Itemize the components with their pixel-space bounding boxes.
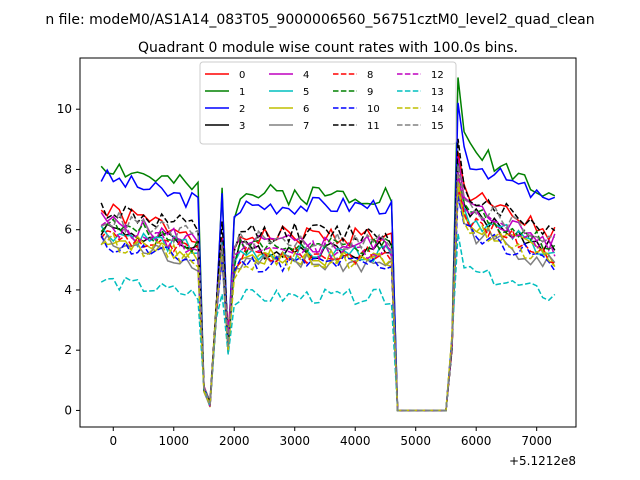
y-tick-label: 8 [64, 162, 72, 176]
x-tick-label: 0 [109, 434, 117, 448]
y-tick-label: 6 [64, 223, 72, 237]
x-tick-label: 7000 [521, 434, 552, 448]
legend-label-6: 6 [303, 104, 309, 115]
series-line-10 [100, 195, 556, 412]
legend-label-2: 2 [239, 104, 245, 115]
y-axis: 0 2 4 6 8 10 [57, 102, 80, 417]
legend-label-0: 0 [239, 70, 245, 81]
legend-label-12: 12 [431, 70, 444, 81]
legend-label-8: 8 [367, 70, 373, 81]
series-line-2 [100, 102, 556, 412]
series-line-3 [100, 176, 556, 412]
x-tick-label: 5000 [400, 434, 431, 448]
x-tick-label: 2000 [219, 434, 250, 448]
chart-title: Quadrant 0 module wise count rates with … [138, 40, 518, 56]
series-line-9 [100, 163, 556, 412]
series-line-11 [100, 138, 556, 412]
y-tick-label: 10 [57, 102, 72, 116]
series-line-15 [100, 165, 555, 412]
series-line-4 [100, 157, 556, 412]
chart-suptitle: n file: modeM0/AS1A14_083T05_9000006560_… [45, 12, 594, 28]
legend-label-10: 10 [367, 104, 380, 115]
series-line-1 [100, 77, 556, 412]
y-tick-label: 2 [64, 343, 72, 357]
legend-label-14: 14 [431, 104, 444, 115]
legend-label-7: 7 [303, 121, 309, 132]
plot-frame [79, 57, 577, 428]
legend-label-11: 11 [367, 121, 380, 132]
x-tick-label: 6000 [461, 434, 492, 448]
series-line-7 [100, 191, 556, 412]
legend-box [199, 61, 457, 145]
legend-label-4: 4 [303, 70, 309, 81]
legend-label-9: 9 [367, 87, 373, 98]
x-offset-label: +5.1212e8 [509, 454, 576, 468]
x-tick-label: 1000 [158, 434, 189, 448]
series-line-12 [100, 171, 556, 412]
x-tick-label: 4000 [340, 434, 371, 448]
series-layer [100, 77, 556, 412]
series-line-5 [100, 177, 555, 412]
y-tick-label: 4 [64, 283, 72, 297]
y-tick-label: 0 [64, 403, 72, 417]
legend-label-15: 15 [431, 121, 444, 132]
series-line-13 [100, 233, 556, 412]
legend-label-1: 1 [239, 87, 245, 98]
series-line-0 [100, 152, 556, 412]
legend-label-13: 13 [431, 87, 444, 98]
x-tick-label: 3000 [279, 434, 310, 448]
series-line-6 [100, 175, 556, 412]
x-axis: 0 1000 2000 3000 4000 5000 6000 7000 [109, 427, 552, 448]
legend-label-3: 3 [239, 121, 245, 132]
series-line-8 [100, 186, 555, 412]
legend-label-5: 5 [303, 87, 309, 98]
series-line-14 [100, 185, 556, 412]
